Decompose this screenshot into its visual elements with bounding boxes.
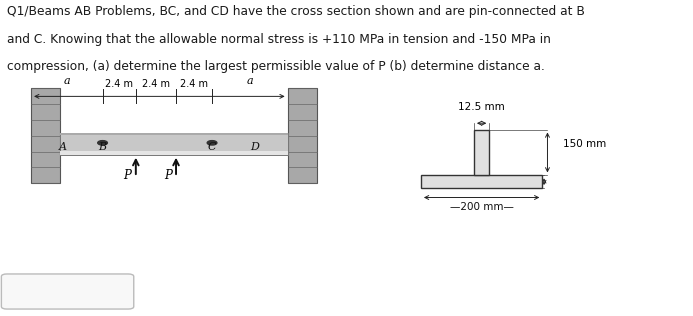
Bar (474, 130, 489, 175)
FancyBboxPatch shape (1, 274, 134, 309)
Text: C: C (208, 142, 216, 152)
Bar (60, 151, 288, 155)
Text: P: P (164, 169, 172, 182)
Text: P: P (123, 169, 131, 182)
Text: Q1/Beams AB Problems, BC, and CD have the cross section shown and are pin-connec: Q1/Beams AB Problems, BC, and CD have th… (7, 5, 585, 18)
Circle shape (207, 141, 217, 145)
Bar (31, 88, 60, 183)
Bar (60, 133, 288, 155)
Text: A: A (58, 142, 67, 152)
Text: —200 mm—: —200 mm— (450, 202, 514, 212)
Text: B: B (98, 142, 107, 152)
Text: and C. Knowing that the allowable normal stress is +110 MPa in tension and -150 : and C. Knowing that the allowable normal… (7, 33, 551, 46)
Text: 150 mm: 150 mm (563, 139, 606, 149)
Text: D: D (251, 142, 259, 152)
Text: 2.4 m: 2.4 m (180, 79, 208, 89)
Circle shape (98, 141, 107, 145)
Text: 2.4 m: 2.4 m (142, 79, 170, 89)
Text: 12.5 mm: 12.5 mm (458, 181, 505, 191)
Bar (421, 175, 543, 188)
Text: a: a (247, 76, 253, 86)
Text: a: a (64, 76, 70, 86)
Text: 2.4 m: 2.4 m (105, 79, 133, 89)
Bar (60, 133, 288, 135)
Text: 12.5 mm: 12.5 mm (458, 102, 505, 112)
Text: ↑  Add file: ↑ Add file (31, 285, 104, 298)
Text: compression, (a) determine the largest permissible value of P (b) determine dist: compression, (a) determine the largest p… (7, 60, 545, 73)
Bar (288, 88, 317, 183)
